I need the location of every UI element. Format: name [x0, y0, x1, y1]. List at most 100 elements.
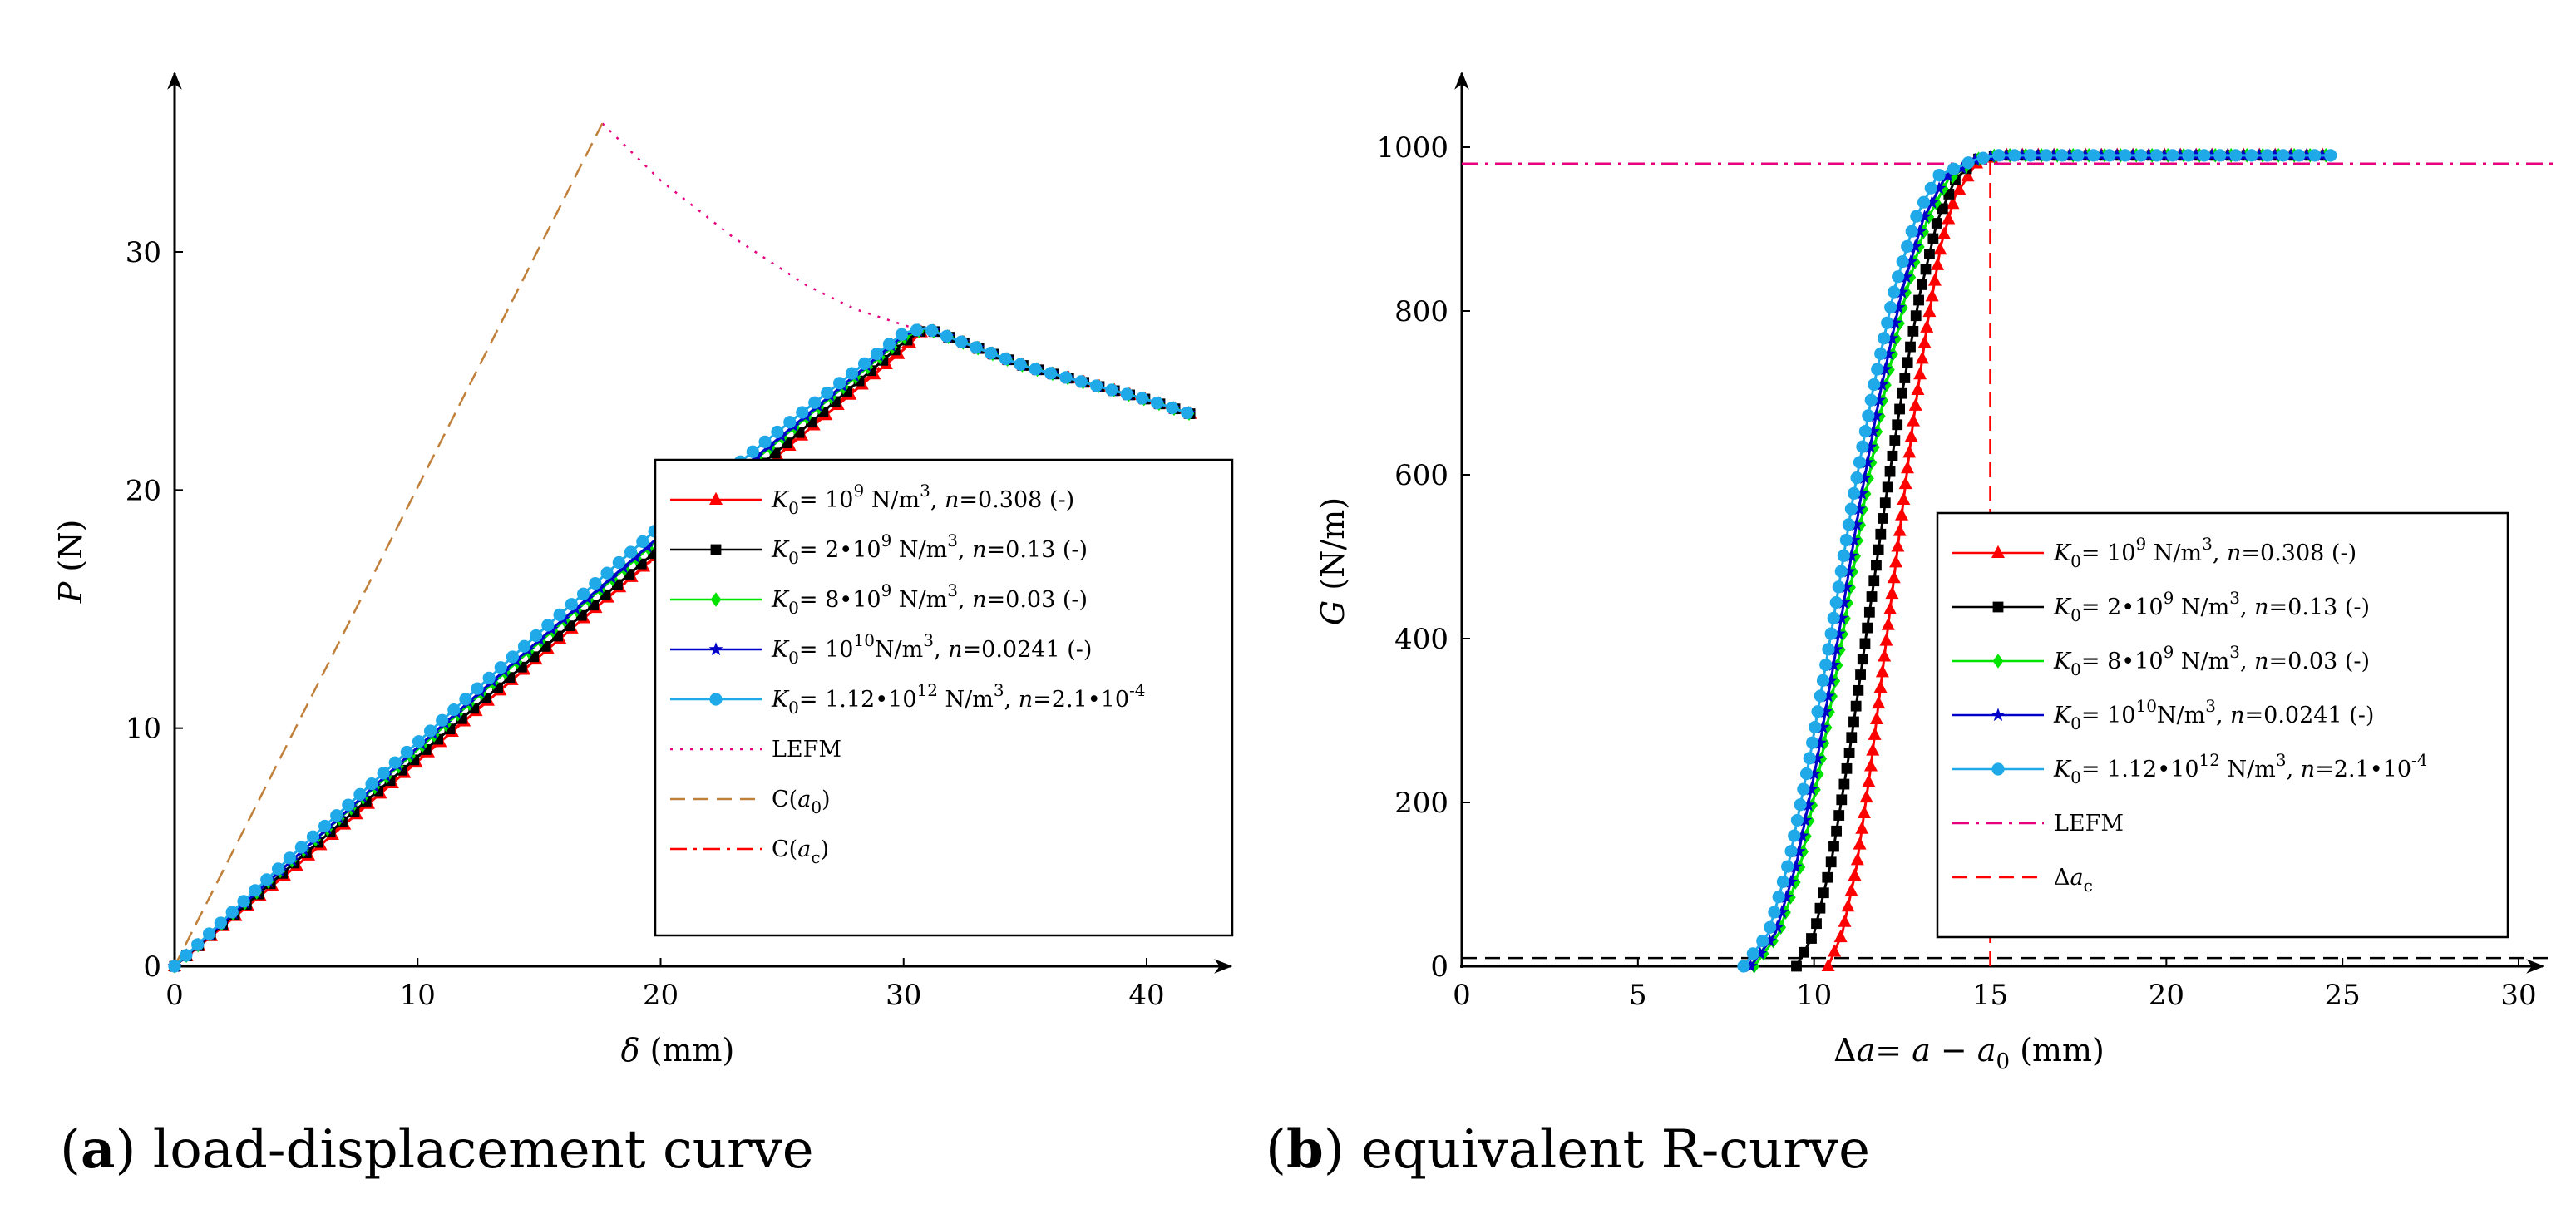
x-axis-label: Δa= a − a0 (mm)	[1833, 1032, 2105, 1074]
data-point	[1884, 301, 1897, 314]
caption-b-letter: b	[1286, 1118, 1324, 1181]
legend-symbol: n	[2301, 757, 2315, 782]
data-point	[2040, 149, 2053, 162]
data-point	[1809, 720, 1822, 734]
data-point	[1908, 397, 1922, 411]
legend-text: N/m	[2174, 595, 2229, 620]
legend-text: =0.03 (-)	[987, 587, 1088, 613]
data-point	[1832, 580, 1845, 594]
data-point	[1873, 544, 1884, 555]
data-point	[1806, 933, 1817, 944]
data-point	[271, 862, 285, 876]
data-point	[624, 545, 638, 559]
data-point	[1819, 658, 1833, 672]
y-tick-label: 600	[1394, 459, 1448, 492]
data-point	[1826, 658, 1841, 671]
data-point	[1897, 387, 1907, 399]
data-point	[1937, 203, 1948, 215]
data-point	[576, 587, 590, 600]
data-point	[1848, 486, 1861, 500]
data-point	[1883, 601, 1897, 614]
legend-superscript: 9	[853, 481, 864, 501]
legend-text: LEFM	[772, 737, 841, 762]
legend-text: N/m	[2220, 757, 2276, 782]
data-point	[1780, 905, 1791, 920]
data-point	[1868, 378, 1881, 392]
data-point	[1842, 518, 1855, 531]
data-point	[1874, 378, 1889, 391]
data-point	[1779, 890, 1794, 903]
data-point	[400, 745, 413, 759]
legend-superscript: 3	[2276, 750, 2287, 770]
data-point	[1756, 935, 1769, 948]
series-a-5	[601, 122, 929, 334]
data-point	[783, 416, 797, 429]
data-point	[1853, 533, 1863, 548]
data-point	[1029, 363, 1042, 376]
data-point	[1913, 367, 1927, 380]
legend-subscript: 0	[2070, 605, 2081, 625]
legend-text: ,	[2287, 757, 2301, 782]
legend-text: ,	[2240, 595, 2254, 620]
data-point	[1866, 743, 1880, 756]
legend-text: N/m	[891, 537, 947, 563]
data-point	[1873, 680, 1888, 693]
data-point	[517, 639, 531, 653]
data-point	[1828, 841, 1839, 852]
legend-superscript: 3	[2229, 588, 2240, 608]
data-point	[985, 347, 998, 360]
data-point	[1863, 471, 1874, 486]
data-point	[1821, 958, 1835, 971]
data-point	[1823, 704, 1835, 720]
series-a-legend-label-2: K0= 8•109 N/m3, n=0.03 (-)	[771, 580, 1088, 618]
legend-text: )	[821, 837, 830, 862]
data-point	[306, 830, 320, 843]
data-point	[1862, 409, 1875, 422]
legend-superscript: 10	[853, 630, 874, 650]
data-point	[1888, 315, 1902, 329]
data-point	[1753, 946, 1768, 960]
legend-superscript: 3	[947, 531, 958, 550]
data-point	[1788, 829, 1801, 842]
legend-superscript: 9	[2164, 588, 2174, 608]
data-point	[1947, 162, 1961, 175]
series-b-legend-label-6: Δac	[2054, 865, 2093, 896]
data-point	[600, 566, 614, 580]
legend-text: =0.0241 (-)	[2245, 703, 2375, 728]
data-point	[1863, 606, 1875, 618]
data-point	[1848, 564, 1858, 580]
y-tick-label: 0	[1430, 950, 1448, 984]
data-point	[589, 577, 602, 590]
data-point	[1931, 218, 1942, 229]
data-point	[1954, 160, 1969, 175]
data-point	[1803, 752, 1816, 765]
data-point	[1922, 304, 1937, 318]
legend-text: N/m	[864, 487, 920, 513]
data-point	[1909, 254, 1921, 270]
legend-text: C(	[772, 837, 797, 862]
data-point	[2087, 149, 2100, 162]
legend-symbol: n	[2230, 703, 2244, 728]
data-point	[2024, 149, 2037, 162]
legend-text: =2.1•10	[2315, 757, 2411, 782]
legend-b: K0= 109 N/m3, n=0.308 (-)K0= 2•109 N/m3,…	[1936, 511, 2509, 939]
data-point	[1862, 622, 1873, 634]
legend-superscript: 3	[947, 580, 958, 600]
data-point	[377, 767, 390, 780]
data-point	[1891, 539, 1905, 552]
legend-text: = 10	[2081, 540, 2136, 566]
series-b-legend-label-2: K0= 8•109 N/m3, n=0.03 (-)	[2053, 642, 2370, 679]
data-point	[1794, 828, 1809, 842]
caption-b-text: equivalent R-curve	[1361, 1119, 1870, 1181]
legend-text: =0.03 (-)	[2269, 649, 2371, 674]
data-point	[365, 777, 378, 791]
x-tick-label: 0	[1453, 979, 1471, 1012]
data-point	[1881, 316, 1894, 329]
data-point	[1879, 497, 1891, 509]
data-point	[1834, 610, 1848, 624]
data-point	[1862, 774, 1876, 787]
data-point	[1825, 856, 1837, 868]
data-point	[1798, 812, 1813, 827]
data-point	[1855, 669, 1866, 680]
data-point	[1874, 347, 1888, 360]
